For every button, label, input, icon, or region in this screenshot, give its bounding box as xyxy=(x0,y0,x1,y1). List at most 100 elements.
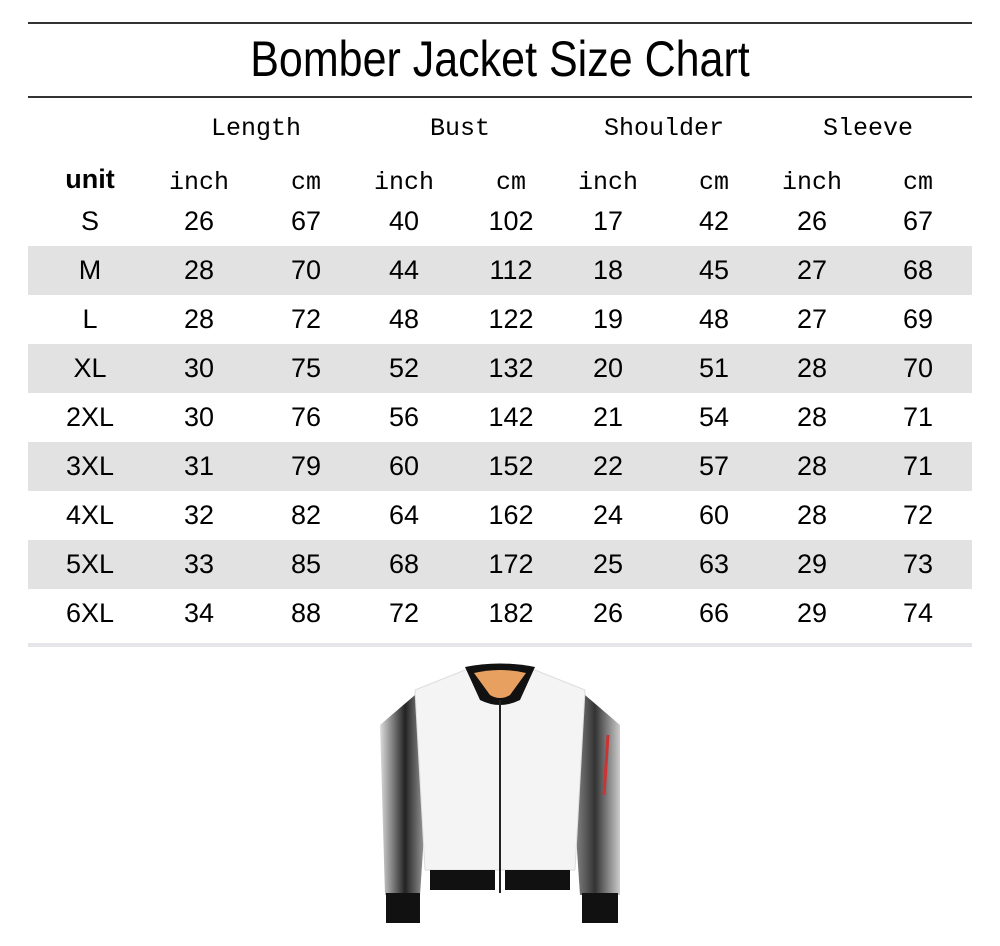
table-cell: 71 xyxy=(902,402,934,432)
table-cell: 75 xyxy=(290,353,322,383)
bomber-jacket-image xyxy=(380,663,620,923)
table-cell: 67 xyxy=(290,206,322,236)
chart-title: Bomber Jacket Size Chart xyxy=(250,31,750,87)
header-length: Length xyxy=(210,114,301,143)
table-cell: 162 xyxy=(488,500,534,530)
table-cell: 74 xyxy=(902,598,934,628)
table-cell: 112 xyxy=(489,255,533,285)
table-cell: 57 xyxy=(698,451,730,481)
header-shoulder: Shoulder xyxy=(603,114,725,143)
table-cell: 66 xyxy=(698,598,730,628)
table-cell: 33 xyxy=(183,549,215,579)
table-cell: 28 xyxy=(183,255,215,285)
unit-cm: cm xyxy=(698,168,729,197)
table-row: M 28 70 44 112 18 45 27 68 xyxy=(28,246,972,295)
table-cell: 45 xyxy=(698,255,730,285)
table-row: L 28 72 48 122 19 48 27 69 xyxy=(28,295,972,344)
unit-inch: inch xyxy=(577,168,638,197)
table-cell: 142 xyxy=(488,402,534,432)
size-label: 3XL xyxy=(65,451,115,481)
table-cell: 72 xyxy=(388,598,420,628)
table-cell: 42 xyxy=(698,206,730,236)
unit-cm: cm xyxy=(290,168,321,197)
unit-inch: inch xyxy=(168,168,229,197)
table-cell: 21 xyxy=(592,402,624,432)
table-row: 6XL 34 88 72 182 26 66 29 74 xyxy=(28,589,972,638)
table-cell: 26 xyxy=(592,598,624,628)
table-cell: 28 xyxy=(796,402,828,432)
table-cell: 44 xyxy=(388,255,420,285)
size-label: 5XL xyxy=(65,549,115,579)
table-cell: 40 xyxy=(388,206,420,236)
table-cell: 72 xyxy=(290,304,322,334)
table-row: 3XL 31 79 60 152 22 57 28 71 xyxy=(28,442,972,491)
unit-row: unit inch cm inch cm inch cm inch cm xyxy=(28,164,972,200)
table-cell: 70 xyxy=(902,353,934,383)
table-cell: 28 xyxy=(796,500,828,530)
table-cell: 29 xyxy=(796,598,828,628)
table-cell: 69 xyxy=(902,304,934,334)
table-cell: 85 xyxy=(290,549,322,579)
table-cell: 27 xyxy=(796,304,828,334)
size-label: S xyxy=(80,206,99,236)
table-cell: 26 xyxy=(796,206,828,236)
table-row: 4XL 32 82 64 162 24 60 28 72 xyxy=(28,491,972,540)
table-row: 2XL 30 76 56 142 21 54 28 71 xyxy=(28,393,972,442)
header-sleeve: Sleeve xyxy=(822,114,913,143)
table-cell: 30 xyxy=(183,353,215,383)
size-label: 6XL xyxy=(65,598,115,628)
table-cell: 60 xyxy=(698,500,730,530)
table-cell: 19 xyxy=(592,304,624,334)
unit-label: unit xyxy=(65,164,115,194)
table-cell: 88 xyxy=(290,598,322,628)
table-cell: 152 xyxy=(488,451,534,481)
table-cell: 68 xyxy=(388,549,420,579)
table-row: 5XL 33 85 68 172 25 63 29 73 xyxy=(28,540,972,589)
table-cell: 28 xyxy=(796,451,828,481)
table-cell: 34 xyxy=(183,598,215,628)
table-cell: 24 xyxy=(592,500,624,530)
table-cell: 56 xyxy=(388,402,420,432)
table-cell: 82 xyxy=(290,500,322,530)
table-cell: 48 xyxy=(698,304,730,334)
table-cell: 18 xyxy=(592,255,624,285)
table-cell: 26 xyxy=(183,206,215,236)
table-cell: 31 xyxy=(183,451,215,481)
table-cell: 51 xyxy=(698,353,730,383)
table-cell: 28 xyxy=(796,353,828,383)
size-label: L xyxy=(82,304,98,334)
table-cell: 25 xyxy=(592,549,624,579)
unit-inch: inch xyxy=(781,168,842,197)
table-cell: 182 xyxy=(488,598,534,628)
table-cell: 72 xyxy=(902,500,934,530)
size-label: M xyxy=(78,255,102,285)
table-cell: 132 xyxy=(488,353,534,383)
table-cell: 32 xyxy=(183,500,215,530)
bottom-rule xyxy=(28,643,972,647)
table-cell: 29 xyxy=(796,549,828,579)
table-cell: 122 xyxy=(488,304,534,334)
table-cell: 79 xyxy=(290,451,322,481)
table-cell: 54 xyxy=(698,402,730,432)
table-row: XL 30 75 52 132 20 51 28 70 xyxy=(28,344,972,393)
title-rule xyxy=(28,96,972,98)
size-label: 4XL xyxy=(65,500,115,530)
table-cell: 70 xyxy=(290,255,322,285)
table-cell: 48 xyxy=(388,304,420,334)
table-cell: 68 xyxy=(902,255,934,285)
table-row: S 26 67 40 102 17 42 26 67 xyxy=(28,197,972,246)
table-cell: 27 xyxy=(796,255,828,285)
table-cell: 102 xyxy=(488,206,534,236)
table-cell: 22 xyxy=(592,451,624,481)
table-cell: 73 xyxy=(902,549,934,579)
table-cell: 63 xyxy=(698,549,730,579)
table-cell: 172 xyxy=(488,549,534,579)
table-cell: 60 xyxy=(388,451,420,481)
table-cell: 52 xyxy=(388,353,420,383)
size-label: XL xyxy=(73,353,107,383)
size-label: 2XL xyxy=(65,402,115,432)
unit-cm: cm xyxy=(495,168,526,197)
table-cell: 20 xyxy=(592,353,624,383)
top-rule xyxy=(28,22,972,24)
